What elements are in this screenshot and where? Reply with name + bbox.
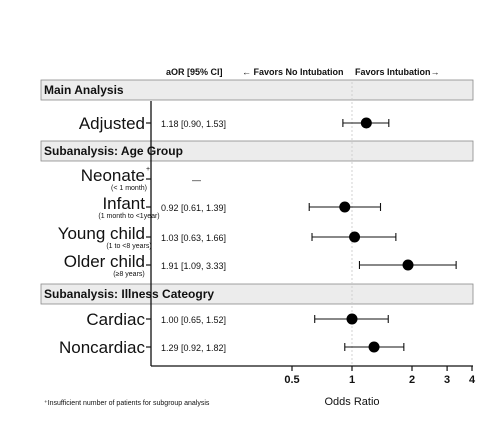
- section-header-title: Subanalysis: Age Group: [44, 144, 183, 158]
- estimate-text: 0.92 [0.61, 1.39]: [161, 203, 226, 213]
- estimate-text: 1.18 [0.90, 1.53]: [161, 119, 226, 129]
- row-label: Cardiac: [86, 310, 145, 329]
- row-label: Noncardiac: [59, 338, 145, 357]
- x-tick-label: 3: [444, 374, 450, 386]
- x-tick-label: 2: [409, 374, 415, 386]
- section-header-band: [40, 283, 474, 305]
- column-header: aOR [95% CI]: [166, 67, 223, 77]
- point-estimate: [402, 259, 414, 271]
- row-label: Adjusted: [79, 114, 145, 133]
- point-estimate: [349, 231, 361, 243]
- point-estimate: [346, 313, 358, 325]
- estimate-text: 1.03 [0.63, 1.66]: [161, 233, 226, 243]
- section-headers: Main Analysis Subanalysis: Age Group Suban…: [40, 79, 474, 305]
- section-header-title: Subanalysis: Illness Cateogry: [44, 287, 214, 301]
- point-estimate: [368, 341, 380, 353]
- row-label: Infant: [102, 194, 145, 213]
- x-tick-label: 1: [349, 374, 355, 386]
- row-label-marker: +: [146, 166, 150, 173]
- estimate-text: 1.29 [0.92, 1.82]: [161, 343, 226, 353]
- row-sublabel: (≥8 years): [113, 271, 144, 278]
- estimate-text: 1.00 [0.65, 1.52]: [161, 315, 226, 325]
- point-estimate: [339, 201, 351, 213]
- x-tick-label: 4: [469, 374, 476, 386]
- estimate-text: 1.91 [1.09, 3.33]: [161, 261, 226, 271]
- row-sublabel: (1 month to <1year): [98, 213, 159, 220]
- row-sublabel: (1 to <8 years): [106, 243, 151, 250]
- footnote: ⁺Insufficient number of patients for sub…: [44, 400, 210, 407]
- section-header-band: [40, 79, 474, 101]
- direction-right-label: Favors Intubation→: [355, 67, 440, 77]
- section-header-title: Main Analysis: [44, 83, 124, 97]
- section-header-band: [40, 140, 474, 162]
- row-sublabel: (< 1 month): [111, 185, 147, 192]
- row-label: Young child: [58, 224, 145, 243]
- axis-layer: 0.5 1 2 3 4: [150, 82, 476, 386]
- point-estimate: [360, 117, 372, 129]
- x-tick-label: 0.5: [284, 374, 299, 386]
- rows-layer: Adjusted 1.18 [0.90, 1.53] Neonate + (< 1 mo…: [58, 114, 457, 357]
- row-label: Neonate: [81, 166, 145, 185]
- row-label: Older child: [64, 252, 145, 271]
- estimate-text: —: [192, 175, 201, 185]
- direction-left-label: ← Favors No Intubation: [242, 67, 344, 77]
- x-axis-title: Odds Ratio: [324, 396, 379, 408]
